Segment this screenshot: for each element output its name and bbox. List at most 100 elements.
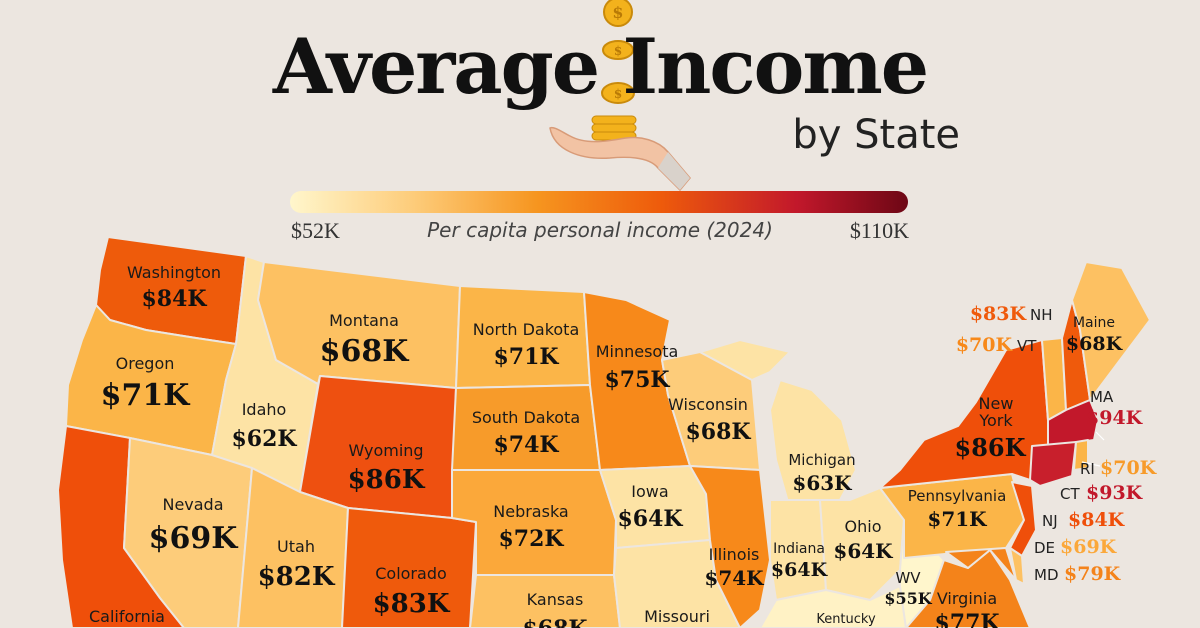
label-kansas-value: $68K <box>522 616 588 628</box>
label-ohio-value: $64K <box>833 539 893 563</box>
label-nebraska-value: $72K <box>498 526 564 552</box>
coin-icon: $ <box>601 82 635 104</box>
state-delaware <box>1009 547 1025 585</box>
label-michigan-value: $63K <box>792 471 852 495</box>
hand-icon <box>549 126 691 192</box>
label-washington-value: $84K <box>141 286 207 312</box>
label-iowa-value: $64K <box>617 506 683 532</box>
scale-min-label: $52K <box>291 218 340 243</box>
coin-icon: $ <box>603 0 633 27</box>
label-ct-abbr: CT <box>1060 485 1080 503</box>
label-ma-abbr: MA <box>1090 388 1114 406</box>
state-kansas <box>469 574 621 628</box>
svg-text:$: $ <box>614 87 622 101</box>
label-wv-value: $55K <box>884 589 932 608</box>
state-colorado <box>341 507 477 628</box>
label-indiana-value: $64K <box>771 559 829 581</box>
label-ct-value: $93K <box>1086 482 1144 504</box>
label-maine-name: Maine <box>1073 315 1115 331</box>
leader-lines <box>1081 431 1105 467</box>
coin-stack-icon <box>591 115 637 141</box>
label-montana-value: $68K <box>320 334 410 369</box>
label-ohio-name: Ohio <box>845 517 882 536</box>
state-virginia <box>905 549 1031 628</box>
label-oregon-value: $71K <box>101 378 191 413</box>
label-kansas-name: Kansas <box>527 590 584 609</box>
label-nj-value: $84K <box>1068 509 1126 531</box>
state-nevada <box>123 437 253 628</box>
label-montana-name: Montana <box>329 311 399 330</box>
label-utah-name: Utah <box>277 537 315 556</box>
scale-max-label: $110K <box>849 218 909 243</box>
label-virginia-name: Virginia <box>937 589 997 608</box>
label-idaho-name: Idaho <box>242 400 287 419</box>
label-de-abbr: DE <box>1034 539 1055 557</box>
label-nevada-value: $69K <box>149 521 239 556</box>
label-wyoming-value: $86K <box>348 465 426 495</box>
label-new-york-name-1: New <box>979 394 1014 413</box>
hand-with-coins-illustration: $ $ $ <box>549 0 691 192</box>
page-subtitle: by State <box>792 112 960 158</box>
label-washington-name: Washington <box>127 263 221 282</box>
label-md-value: $79K <box>1064 563 1122 585</box>
state-connecticut <box>1029 441 1077 487</box>
state-shapes <box>57 236 1151 628</box>
label-iowa-name: Iowa <box>631 482 668 501</box>
northeast-callouts: $83K NH $70K VT MA $94K RI $70K CT $93K … <box>956 303 1158 585</box>
label-kentucky-name: Kentucky <box>816 612 876 627</box>
label-minnesota-name: Minnesota <box>596 342 679 361</box>
label-wyoming-name: Wyoming <box>348 441 423 460</box>
label-virginia-value: $77K <box>934 610 1000 628</box>
label-south-dakota-value: $74K <box>493 432 559 458</box>
label-ri-abbr: RI <box>1080 460 1095 478</box>
coin-icon: $ <box>602 40 634 60</box>
label-wv-name: WV <box>895 569 921 587</box>
label-south-dakota-name: South Dakota <box>472 408 580 427</box>
label-ri-value: $70K <box>1100 457 1158 479</box>
label-nevada-name: Nevada <box>162 495 223 514</box>
state-michigan-upper <box>699 339 791 381</box>
svg-text:$: $ <box>612 3 623 22</box>
label-illinois-value: $74K <box>704 566 764 590</box>
label-colorado-value: $83K <box>373 589 451 619</box>
svg-text:$: $ <box>614 44 622 58</box>
label-north-dakota-name: North Dakota <box>473 320 580 339</box>
state-new-york <box>879 339 1053 489</box>
label-nj-abbr: NJ <box>1042 512 1058 530</box>
label-minnesota-value: $75K <box>604 367 670 393</box>
label-ma-value: $94K <box>1086 407 1144 429</box>
label-vt-value: $70K <box>956 334 1014 356</box>
label-north-dakota-value: $71K <box>493 344 559 370</box>
state-maine <box>1071 261 1151 401</box>
label-illinois-name: Illinois <box>709 545 760 564</box>
label-nebraska-name: Nebraska <box>493 502 568 521</box>
label-md-abbr: MD <box>1034 566 1059 584</box>
label-missouri-name: Missouri <box>644 607 710 626</box>
page-title: Average Income <box>272 22 929 111</box>
label-michigan-name: Michigan <box>788 451 855 469</box>
label-wisconsin-name: Wisconsin <box>668 395 748 414</box>
label-utah-value: $82K <box>258 562 336 592</box>
label-new-york-name-2: York <box>978 411 1013 430</box>
label-nh-value: $83K <box>970 303 1028 325</box>
label-new-york-value: $86K <box>955 433 1027 462</box>
label-idaho-value: $62K <box>231 426 297 452</box>
scale-caption: Per capita personal income (2024) <box>427 218 773 242</box>
state-maryland <box>945 547 1017 581</box>
label-pennsylvania-name: Pennsylvania <box>908 487 1007 505</box>
label-indiana-name: Indiana <box>773 541 825 557</box>
label-de-value: $69K <box>1060 536 1118 558</box>
label-vt-abbr: VT <box>1017 337 1037 355</box>
label-colorado-name: Colorado <box>375 564 447 583</box>
state-labels: Washington $84K Oregon $71K California I… <box>89 263 1124 628</box>
state-nebraska <box>451 469 617 576</box>
label-oregon-name: Oregon <box>116 354 175 373</box>
label-pennsylvania-value: $71K <box>927 507 987 531</box>
state-illinois <box>689 465 771 628</box>
label-maine-value: $68K <box>1066 333 1124 355</box>
label-wisconsin-value: $68K <box>685 419 751 445</box>
color-scale-bar <box>290 191 908 213</box>
label-california-name: California <box>89 607 165 626</box>
label-nh-abbr: NH <box>1030 306 1053 324</box>
